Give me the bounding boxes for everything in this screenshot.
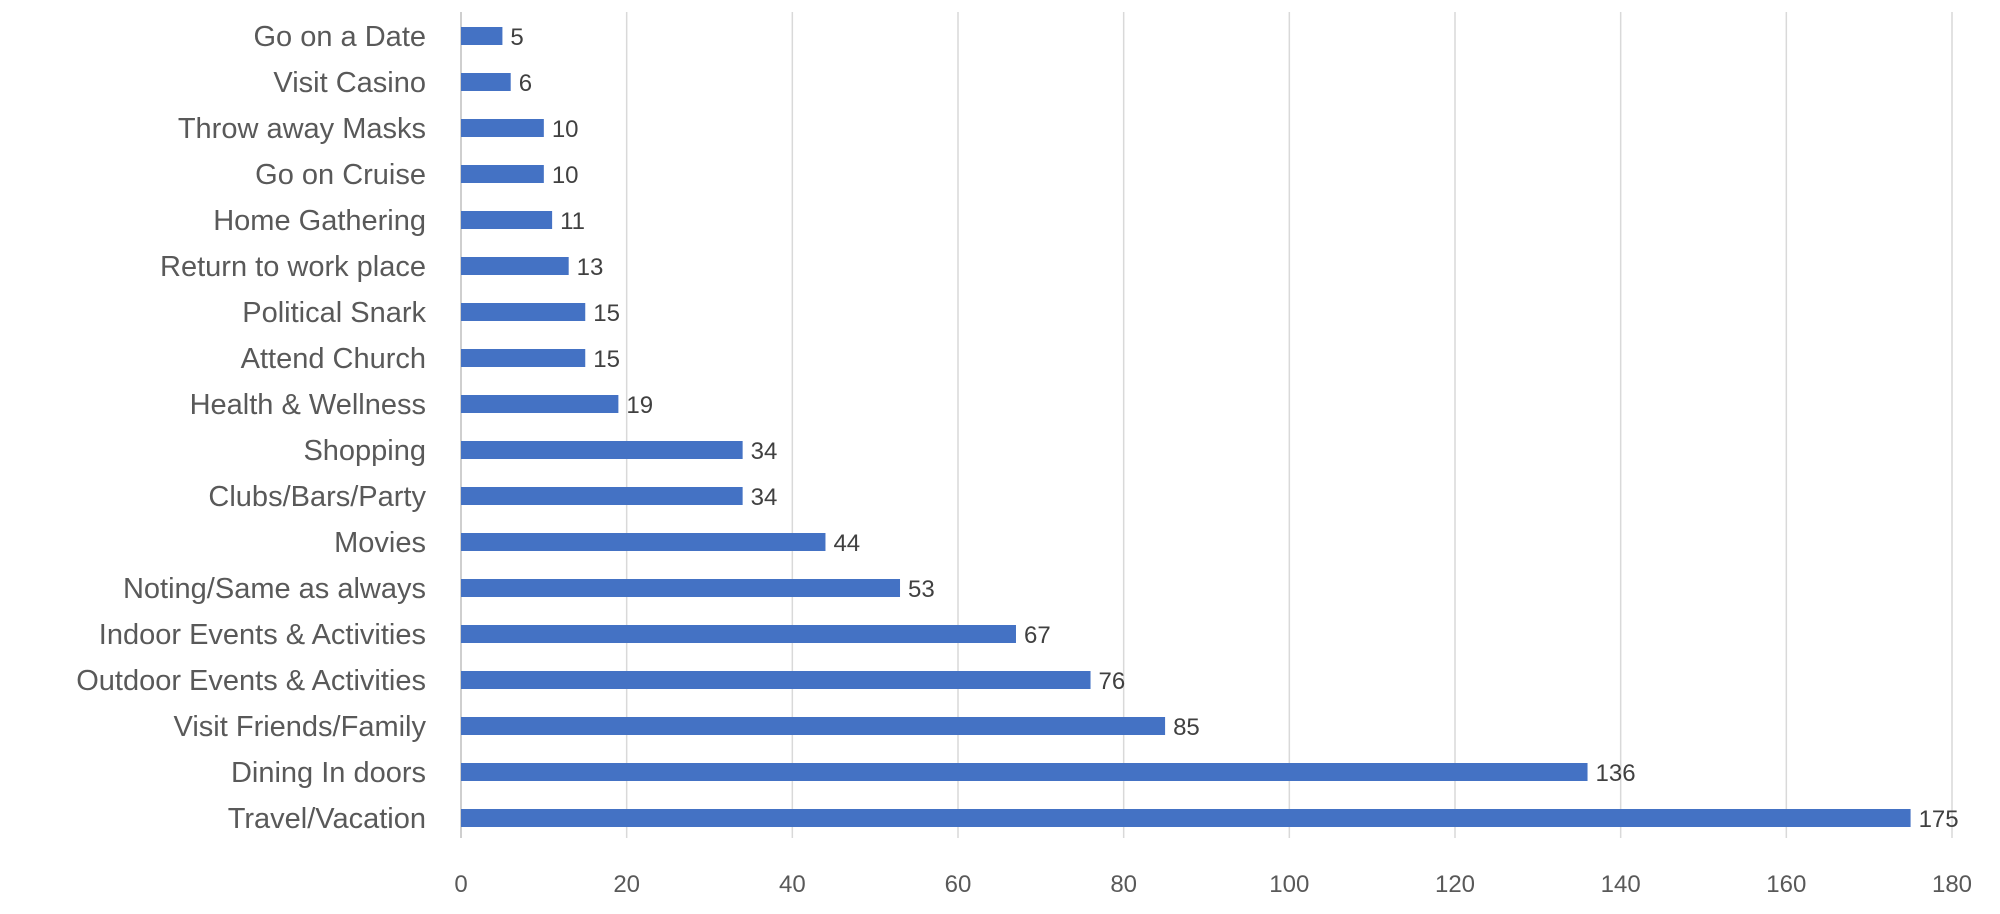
- category-label: Travel/Vacation: [228, 803, 426, 835]
- bar: [461, 257, 569, 275]
- bar: [461, 211, 553, 229]
- data-label: 11: [560, 208, 585, 235]
- data-label: 175: [1919, 806, 1959, 833]
- bar: [461, 119, 544, 137]
- data-label: 34: [751, 484, 778, 511]
- bar: [461, 395, 619, 413]
- bars: [461, 27, 1911, 827]
- category-label: Political Snark: [242, 297, 426, 329]
- x-tick-label: 120: [1435, 871, 1475, 898]
- data-label: 10: [552, 116, 579, 143]
- data-label: 13: [577, 254, 604, 281]
- data-label: 10: [552, 162, 579, 189]
- category-label: Visit Casino: [273, 67, 426, 99]
- bar: [461, 579, 901, 597]
- data-label: 15: [593, 300, 620, 327]
- data-label: 67: [1024, 622, 1051, 649]
- category-label: Home Gathering: [213, 205, 426, 237]
- bar: [461, 73, 511, 91]
- bar: [461, 349, 586, 367]
- category-label: Dining In doors: [231, 757, 426, 789]
- x-tick-label: 140: [1601, 871, 1641, 898]
- bar: [461, 717, 1166, 735]
- category-label: Outdoor Events & Activities: [76, 665, 426, 697]
- category-label: Noting/Same as always: [123, 573, 426, 605]
- category-label: Return to work place: [160, 251, 426, 283]
- bar: [461, 441, 743, 459]
- category-label: Throw away Masks: [178, 113, 426, 145]
- x-tick-label: 0: [454, 871, 467, 898]
- category-labels: Go on a Date Visit Casino Throw away Masks…: [76, 21, 426, 835]
- data-label: 85: [1173, 714, 1200, 741]
- data-label: 6: [519, 70, 532, 97]
- data-label: 136: [1596, 760, 1636, 787]
- x-axis-tick-labels: 0 20 40 60 80 100 120 140 160 180: [454, 871, 1972, 898]
- x-tick-label: 80: [1110, 871, 1137, 898]
- category-label: Attend Church: [241, 343, 426, 375]
- data-label: 44: [833, 530, 860, 557]
- category-label: Clubs/Bars/Party: [208, 481, 426, 513]
- category-label: Shopping: [303, 435, 426, 467]
- x-tick-label: 40: [779, 871, 806, 898]
- category-label: Health & Wellness: [190, 389, 426, 421]
- bar: [461, 165, 544, 183]
- category-label: Visit Friends/Family: [174, 711, 427, 743]
- bar: [461, 763, 1588, 781]
- bar: [461, 809, 1911, 827]
- category-label: Indoor Events & Activities: [99, 619, 426, 651]
- bar: [461, 625, 1016, 643]
- gridlines: [460, 12, 1953, 838]
- x-tick-label: 20: [613, 871, 640, 898]
- x-tick-label: 60: [945, 871, 972, 898]
- x-tick-label: 100: [1269, 871, 1309, 898]
- category-label: Go on a Date: [254, 21, 427, 53]
- data-label: 76: [1099, 668, 1126, 695]
- data-label: 34: [751, 438, 778, 465]
- bar: [461, 671, 1091, 689]
- x-tick-label: 180: [1932, 871, 1972, 898]
- category-label: Movies: [334, 527, 426, 559]
- data-label: 5: [510, 24, 523, 51]
- data-label: 19: [626, 392, 653, 419]
- data-label: 53: [908, 576, 935, 603]
- data-label: 15: [593, 346, 620, 373]
- x-tick-label: 160: [1766, 871, 1806, 898]
- bar: [461, 533, 826, 551]
- bar: [461, 303, 586, 321]
- category-label: Go on Cruise: [255, 159, 426, 191]
- bar: [461, 27, 503, 45]
- bar: [461, 487, 743, 505]
